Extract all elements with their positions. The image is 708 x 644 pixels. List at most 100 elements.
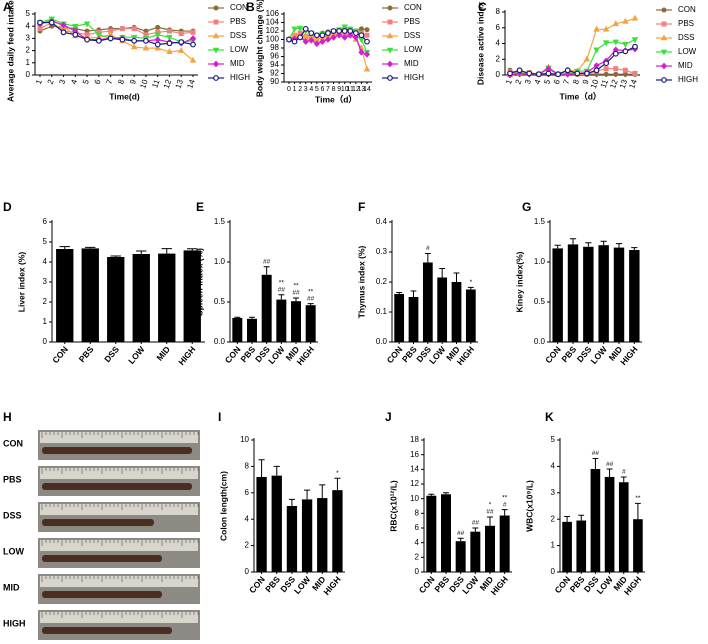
bar xyxy=(441,494,451,572)
bar xyxy=(552,248,563,342)
legend-marker xyxy=(661,77,667,83)
x-tick-label: HIGH xyxy=(176,344,197,367)
bar xyxy=(276,299,287,342)
point xyxy=(341,34,348,41)
error-bar xyxy=(307,303,314,306)
ruler xyxy=(40,504,198,515)
significance-label: ## xyxy=(307,295,315,302)
y-tick-label: 8 xyxy=(245,462,250,471)
point xyxy=(593,67,600,74)
x-tick-label: 2 xyxy=(46,78,56,86)
x-tick-label: 2 xyxy=(298,86,302,93)
point xyxy=(166,28,172,34)
point xyxy=(603,66,609,72)
legend-marker xyxy=(387,5,393,11)
x-tick-label: 10 xyxy=(589,78,601,90)
colon xyxy=(42,519,154,526)
point xyxy=(622,71,628,77)
point xyxy=(593,47,600,54)
x-tick-label: 4 xyxy=(533,78,543,86)
point xyxy=(37,26,43,32)
ruler xyxy=(40,432,198,443)
y-tick-label: 1 xyxy=(26,58,31,67)
y-tick-label: 98 xyxy=(270,43,279,52)
point xyxy=(302,32,309,39)
y-tick-label: 14 xyxy=(410,464,419,473)
point xyxy=(177,46,185,53)
x-axis-title: Time(d) xyxy=(109,91,140,101)
y-tick-label: 4 xyxy=(415,538,420,547)
bar xyxy=(271,475,282,572)
y-tick-label: 0.0 xyxy=(376,337,388,346)
legend-label: PBS xyxy=(404,17,420,26)
error-bar xyxy=(410,290,417,297)
legend-marker xyxy=(660,34,668,41)
x-tick-label: 9 xyxy=(128,78,138,86)
x-tick-label: LOW xyxy=(589,344,610,366)
point xyxy=(131,37,138,44)
legend-label: CON xyxy=(404,3,422,12)
error-bar xyxy=(569,238,577,245)
colon xyxy=(42,591,162,598)
bar xyxy=(286,506,298,572)
legend-marker xyxy=(387,75,393,81)
x-tick-label: PBS xyxy=(263,574,282,594)
y-tick-label: 6 xyxy=(245,488,250,497)
y-tick-label: 6 xyxy=(496,23,501,32)
y-tick-label: 0.1 xyxy=(376,307,388,316)
significance-label: ## xyxy=(263,259,271,266)
x-tick-label: LOW xyxy=(126,344,147,366)
point xyxy=(325,30,331,37)
point xyxy=(313,40,320,48)
bar xyxy=(256,476,267,572)
panel-letter: C xyxy=(478,0,487,14)
significance-label: ## xyxy=(592,450,600,457)
point xyxy=(189,35,197,42)
x-tick-label: 1 xyxy=(293,86,297,93)
x-axis-title: Time（d） xyxy=(315,94,357,104)
y-tick-label: 0.5 xyxy=(534,297,546,306)
bar xyxy=(56,249,74,342)
point xyxy=(178,31,184,37)
error-bar xyxy=(319,484,326,499)
significance-label: ## xyxy=(606,461,614,468)
x-tick-label: 9 xyxy=(581,78,591,86)
bar xyxy=(426,495,437,572)
x-tick-label: 6 xyxy=(93,78,103,86)
legend-label: HIGH xyxy=(404,73,424,82)
error-bar xyxy=(443,492,449,495)
x-tick-label: 12 xyxy=(162,78,174,90)
x-tick-label: 13 xyxy=(358,86,366,93)
x-tick-label: 6 xyxy=(320,86,324,93)
point xyxy=(154,32,161,39)
bar xyxy=(567,244,579,342)
bar xyxy=(301,499,313,572)
x-tick-label: 3 xyxy=(523,78,533,86)
panel-letter: B xyxy=(246,0,255,14)
error-bar xyxy=(136,250,147,254)
y-axis-title: Spleen index (%) xyxy=(194,248,204,316)
error-bar xyxy=(457,537,464,542)
point xyxy=(352,34,359,41)
point xyxy=(330,34,337,41)
x-axis-title: Time（d） xyxy=(560,91,602,101)
bar xyxy=(305,305,316,342)
bar xyxy=(451,282,462,342)
point xyxy=(603,71,609,77)
point xyxy=(516,67,523,74)
error-bar xyxy=(85,246,96,249)
bar xyxy=(232,318,243,342)
legend-label: LOW xyxy=(230,45,249,54)
y-tick-label: 2 xyxy=(415,552,420,561)
legend-marker xyxy=(386,60,394,68)
y-tick-label: 1.5 xyxy=(214,217,226,226)
point xyxy=(358,26,364,32)
y-tick-label: 0 xyxy=(43,337,48,346)
y-tick-label: 2 xyxy=(551,514,556,523)
point xyxy=(319,38,326,45)
x-tick-label: 6 xyxy=(552,78,562,86)
y-tick-label: 1.5 xyxy=(534,217,546,226)
y-tick-label: 2 xyxy=(245,541,250,550)
photo-label: HIGH xyxy=(3,618,26,628)
point xyxy=(154,36,161,43)
